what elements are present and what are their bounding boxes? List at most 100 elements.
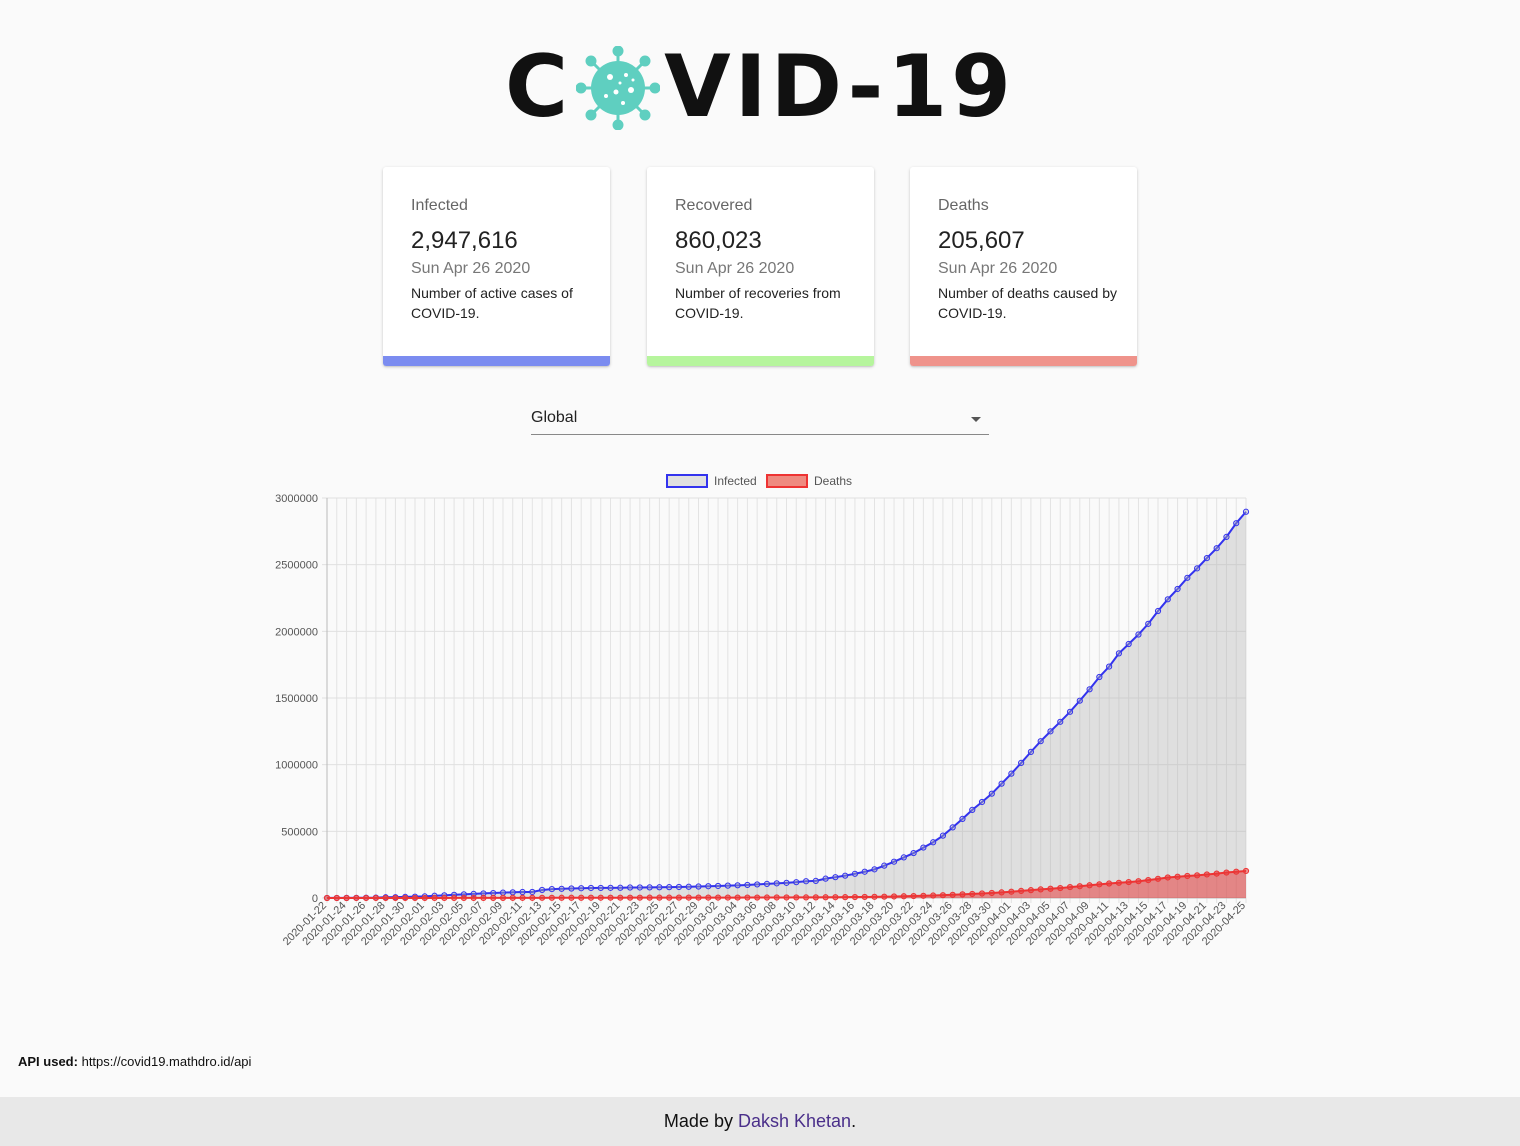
data-point-deaths — [480, 894, 487, 902]
data-point-infected — [1115, 650, 1123, 657]
card-value: 205,607 — [938, 227, 1025, 254]
data-point-infected — [587, 884, 595, 892]
data-point-infected — [851, 870, 859, 877]
data-point-infected — [763, 880, 771, 887]
data-point-deaths — [978, 890, 986, 897]
data-point-deaths — [910, 892, 917, 900]
data-point-deaths — [763, 894, 771, 901]
country-select[interactable]: Global — [531, 405, 989, 435]
data-point-infected — [519, 888, 526, 896]
data-point-deaths — [695, 894, 702, 901]
data-point-deaths — [900, 893, 907, 900]
data-point-deaths — [1184, 872, 1191, 880]
data-point-deaths — [607, 894, 614, 901]
logo-text-right: VID-19 — [664, 37, 1016, 137]
data-point-deaths — [783, 894, 790, 901]
data-point-infected — [646, 884, 653, 891]
data-point-deaths — [597, 894, 604, 901]
data-point-infected — [793, 879, 800, 886]
data-point-deaths — [646, 894, 653, 901]
data-point-infected — [705, 883, 712, 890]
api-label: API used: — [18, 1054, 78, 1069]
data-point-deaths — [402, 894, 409, 902]
card-description: Number of recoveries from COVID-19. — [675, 285, 841, 321]
data-point-deaths — [998, 889, 1005, 896]
data-point-infected — [714, 882, 722, 890]
y-tick-label: 1500000 — [275, 693, 318, 705]
data-point-infected — [1194, 565, 1201, 572]
data-point-infected — [1145, 620, 1152, 627]
author-link[interactable]: Daksh Khetan — [737, 1111, 852, 1131]
data-point-deaths — [1037, 886, 1044, 893]
data-point-deaths — [490, 894, 497, 901]
card-color-bar — [910, 356, 1137, 366]
data-point-deaths — [617, 894, 624, 901]
data-point-deaths — [1106, 880, 1113, 887]
data-point-deaths — [538, 894, 546, 901]
data-point-deaths — [842, 894, 849, 901]
data-point-deaths — [773, 894, 780, 901]
data-point-deaths — [1135, 878, 1142, 885]
data-point-deaths — [890, 893, 898, 900]
data-point-deaths — [509, 894, 516, 901]
data-point-deaths — [636, 894, 643, 901]
y-tick-label: 500000 — [281, 826, 318, 838]
data-point-infected — [802, 878, 810, 885]
data-point-deaths — [939, 892, 947, 899]
data-point-deaths — [988, 889, 995, 897]
data-point-deaths — [1076, 883, 1083, 890]
data-point-deaths — [626, 894, 634, 901]
data-point-deaths — [470, 894, 477, 902]
data-point-deaths — [1066, 883, 1074, 891]
chevron-down-icon[interactable] — [971, 417, 981, 422]
data-point-infected — [617, 884, 624, 891]
card-infected: Infected 2,947,616 Sun Apr 26 2020 Numbe… — [383, 167, 610, 366]
data-point-deaths — [1233, 868, 1240, 875]
series-area-deaths — [327, 870, 1246, 898]
data-point-deaths — [323, 894, 331, 902]
data-point-deaths — [705, 894, 712, 901]
stats-cards: Infected 2,947,616 Sun Apr 26 2020 Numbe… — [383, 167, 1137, 367]
data-point-deaths — [1223, 869, 1230, 876]
data-point-deaths — [1047, 885, 1054, 892]
data-point-infected — [773, 880, 780, 887]
footer-prefix: Made by — [663, 1111, 733, 1131]
data-point-infected — [1047, 728, 1054, 735]
data-point-infected — [1066, 708, 1074, 715]
data-point-infected — [568, 885, 575, 892]
data-point-deaths — [411, 894, 419, 902]
data-point-deaths — [1027, 887, 1035, 894]
data-point-deaths — [666, 894, 673, 901]
data-point-deaths — [802, 894, 810, 901]
data-point-infected — [1125, 640, 1132, 648]
data-point-infected — [910, 849, 917, 857]
data-point-infected — [1174, 585, 1181, 593]
data-point-infected — [509, 889, 516, 896]
api-url[interactable]: https://covid19.mathdro.id/api — [81, 1054, 252, 1069]
data-point-deaths — [1213, 870, 1220, 877]
data-point-deaths — [587, 894, 595, 901]
data-point-deaths — [548, 894, 555, 901]
data-point-deaths — [343, 894, 350, 902]
data-point-infected — [656, 884, 663, 891]
data-point-deaths — [1125, 878, 1132, 886]
data-point-infected — [920, 844, 927, 851]
data-point-infected — [685, 883, 692, 890]
data-point-infected — [969, 806, 976, 814]
data-point-infected — [890, 858, 898, 865]
card-color-bar — [647, 356, 874, 366]
data-point-infected — [1037, 738, 1044, 745]
data-point-infected — [988, 790, 995, 797]
data-point-deaths — [568, 894, 575, 901]
data-point-infected — [724, 882, 731, 889]
data-point-infected — [578, 885, 585, 892]
data-point-infected — [636, 884, 643, 891]
card-label: Recovered — [675, 197, 753, 214]
data-point-deaths — [754, 894, 761, 901]
data-point-deaths — [1115, 879, 1123, 886]
data-point-deaths — [1203, 871, 1210, 878]
data-point-deaths — [920, 892, 927, 899]
data-point-infected — [744, 881, 751, 889]
data-point-infected — [978, 798, 986, 806]
data-point-deaths — [930, 892, 937, 899]
